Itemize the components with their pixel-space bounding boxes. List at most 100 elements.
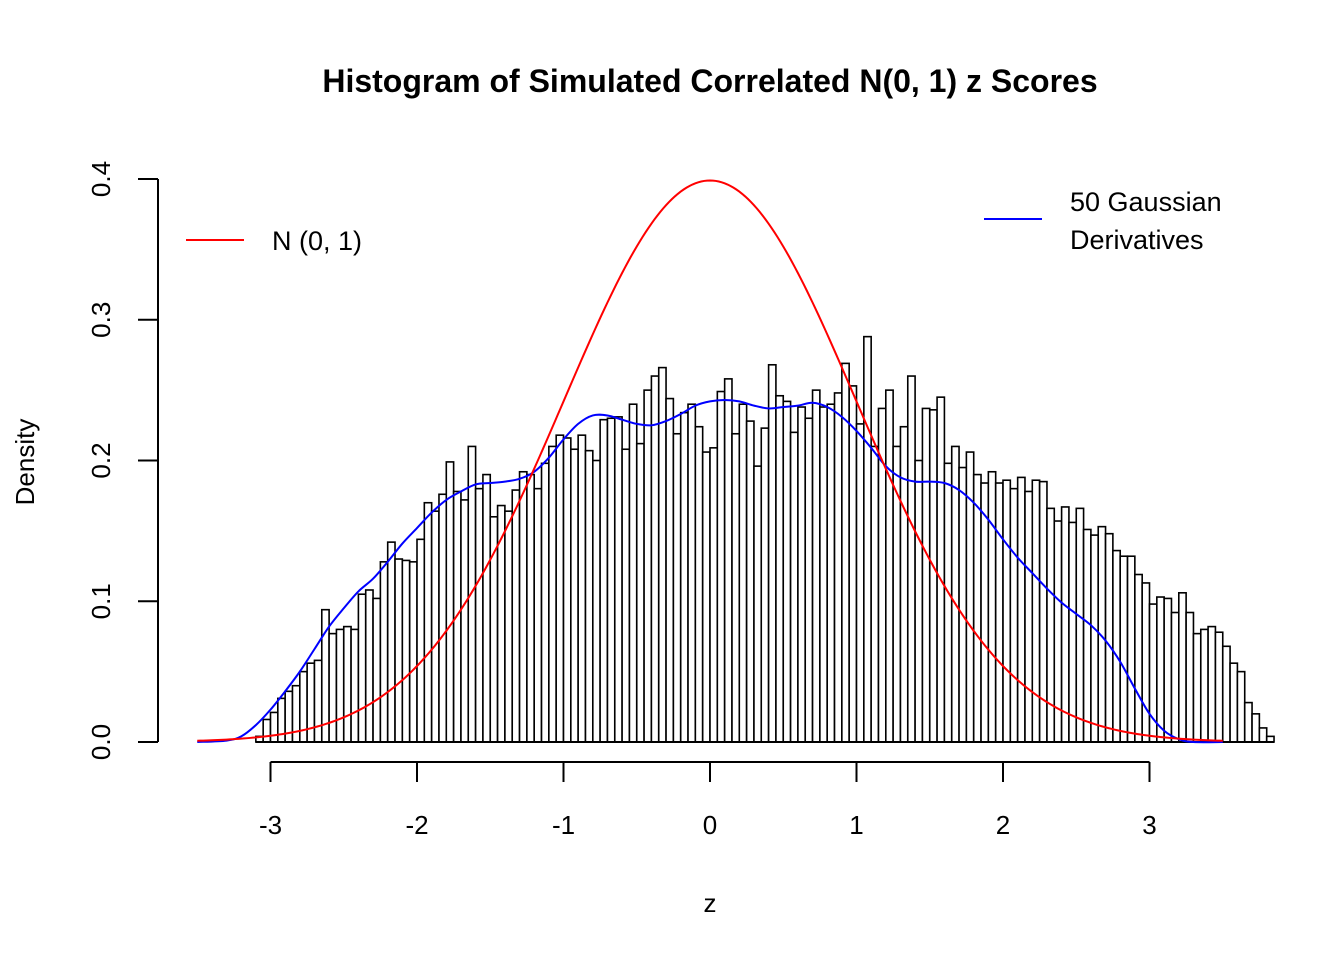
- histogram-bar: [994, 482, 1004, 743]
- histogram-bar: [1207, 625, 1217, 743]
- histogram-bar: [613, 416, 623, 743]
- histogram-bar: [577, 434, 587, 743]
- histogram-bar: [745, 420, 755, 743]
- histogram-bar: [687, 403, 697, 743]
- histogram-bar: [1214, 631, 1224, 743]
- legend-right: 50 Gaussian Derivatives: [984, 187, 1222, 255]
- histogram-bar: [1082, 528, 1092, 743]
- histogram-bar: [1258, 727, 1268, 743]
- histogram-bar: [958, 466, 968, 743]
- histogram-bar: [386, 541, 396, 743]
- histogram-bar: [870, 445, 880, 743]
- histogram-bar: [811, 389, 821, 743]
- chart-title: Histogram of Simulated Correlated N(0, 1…: [322, 63, 1097, 99]
- histogram-bar: [533, 487, 543, 743]
- histogram-bar: [555, 434, 565, 743]
- histogram-bar: [548, 445, 557, 743]
- histogram-bar: [863, 335, 872, 743]
- histogram-bar: [518, 470, 528, 743]
- histogram-bar: [826, 403, 836, 743]
- histogram-bar: [467, 445, 477, 743]
- histogram-bar: [504, 510, 514, 743]
- histogram-bar: [328, 632, 338, 743]
- histogram-bar: [526, 473, 536, 743]
- series-line-normal: [197, 179, 1223, 742]
- histogram-bar: [489, 515, 499, 743]
- histogram-bar: [423, 501, 433, 743]
- histogram-bar: [899, 425, 909, 743]
- histogram-bar: [591, 459, 601, 743]
- histogram-bar: [570, 448, 579, 743]
- histogram-bar: [936, 396, 946, 743]
- histogram-bar: [474, 487, 484, 743]
- histogram-bar: [460, 499, 470, 743]
- histogram-bar: [928, 409, 938, 743]
- histogram-bar: [1016, 476, 1026, 743]
- histogram-bar: [1024, 490, 1034, 743]
- x-axis: -3 -2 -1 0 1 2 3: [259, 761, 1157, 840]
- histogram-bar: [1038, 480, 1048, 743]
- histogram-bar: [782, 400, 792, 743]
- histogram-bar: [679, 411, 689, 743]
- histogram-bar: [313, 659, 323, 743]
- histogram-bar: [1170, 611, 1180, 743]
- histogram-bar: [709, 447, 719, 743]
- histogram-bar: [342, 625, 352, 743]
- legend-label-gaussian-derivatives-line1: 50 Gaussian: [1070, 187, 1222, 217]
- x-tick-label: 1: [849, 810, 863, 840]
- histogram-bar: [906, 375, 916, 743]
- histogram-bar: [438, 493, 448, 743]
- histogram-bar: [980, 482, 990, 743]
- histogram-bar: [1236, 670, 1246, 743]
- histogram-bar: [921, 407, 931, 743]
- histogram-bar: [1141, 582, 1151, 743]
- histogram-bar: [665, 397, 675, 743]
- x-axis-label: z: [704, 888, 717, 918]
- x-tick-label: 2: [996, 810, 1010, 840]
- histogram-bar: [833, 392, 843, 743]
- histogram-bar: [628, 403, 638, 743]
- histogram-bar: [767, 363, 777, 743]
- histogram-bar: [1156, 596, 1165, 743]
- x-tick-label: -1: [552, 810, 575, 840]
- histogram-bar: [562, 437, 572, 743]
- y-tick-label: 0.4: [86, 161, 116, 197]
- histogram-bar: [672, 432, 682, 743]
- y-tick-label: 0.0: [86, 724, 116, 760]
- histogram-bar: [643, 389, 653, 743]
- histogram-bar: [848, 385, 858, 743]
- histogram-bar: [357, 593, 367, 743]
- histogram-bar: [350, 628, 360, 743]
- histogram-bar: [1251, 713, 1261, 743]
- x-tick-label: -2: [405, 810, 428, 840]
- histogram-bar: [738, 403, 748, 743]
- histogram-bar: [635, 442, 645, 743]
- histogram-bar: [621, 448, 631, 743]
- histogram-bar: [884, 389, 894, 743]
- histogram-bar: [262, 718, 272, 743]
- histogram-bar: [606, 417, 616, 743]
- histogram-bar: [694, 425, 704, 743]
- series-line-gaussian-derivatives: [197, 398, 1223, 744]
- histogram-bar: [416, 538, 426, 743]
- histogram-bar: [819, 406, 829, 743]
- histogram-bar: [1199, 628, 1209, 743]
- histogram-bar: [760, 427, 770, 743]
- histogram-bars: [255, 335, 1275, 743]
- histogram-bar: [496, 504, 506, 743]
- histogram-bar: [364, 589, 374, 743]
- histogram-bar: [1009, 487, 1019, 743]
- histogram-bar: [372, 597, 382, 743]
- y-tick-label: 0.1: [86, 583, 116, 619]
- histogram-bar: [1068, 521, 1078, 743]
- histogram-bar: [1192, 632, 1202, 743]
- histogram-bar: [701, 451, 711, 743]
- histogram-bar: [797, 406, 807, 743]
- histogram-bar: [723, 378, 733, 743]
- histogram-bar: [753, 465, 763, 743]
- histogram-bar: [511, 489, 521, 743]
- histogram-bar: [306, 662, 316, 743]
- x-tick-label: -3: [259, 810, 282, 840]
- histogram-bar: [1229, 662, 1239, 743]
